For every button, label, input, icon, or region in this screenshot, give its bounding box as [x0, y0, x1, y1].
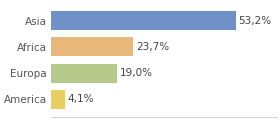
- Text: 23,7%: 23,7%: [136, 42, 169, 52]
- Bar: [51, 11, 235, 30]
- Bar: [51, 90, 65, 109]
- Bar: [51, 64, 117, 83]
- Bar: [51, 37, 133, 56]
- Text: 19,0%: 19,0%: [120, 68, 153, 78]
- Text: 4,1%: 4,1%: [68, 94, 94, 104]
- Text: 53,2%: 53,2%: [238, 16, 271, 26]
